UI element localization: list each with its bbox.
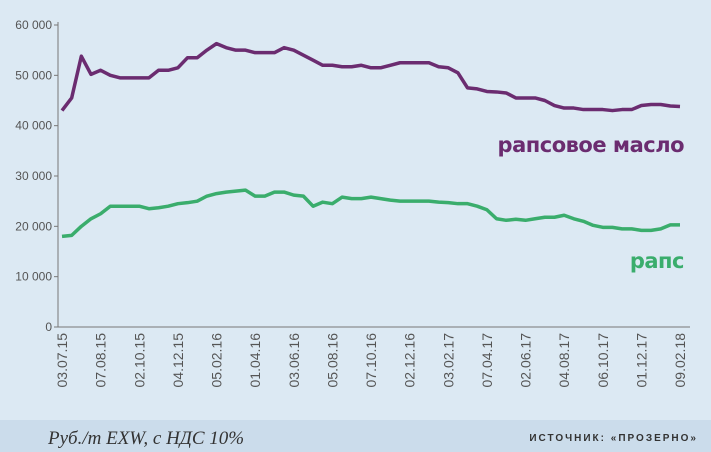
x-tick-label: 01.12.17 — [633, 333, 649, 388]
x-tick-label: 02.10.15 — [131, 333, 147, 388]
x-tick-label: 07.10.16 — [363, 333, 379, 388]
unit-note: Руб./т EXW, с НДС 10% — [47, 428, 244, 449]
x-tick-label: 01.04.16 — [247, 333, 263, 388]
series-line — [60, 41, 681, 113]
x-tick-label: 03.06.16 — [286, 333, 302, 388]
y-tick-label: 0 — [45, 320, 52, 334]
x-tick-label: 07.04.17 — [479, 333, 495, 388]
y-tick-label: 40 000 — [15, 119, 52, 133]
x-tick-label: 04.12.15 — [170, 333, 186, 388]
x-tick-label: 03.02.17 — [440, 333, 456, 388]
y-tick-label: 60 000 — [15, 18, 52, 32]
x-tick-label: 05.08.16 — [324, 333, 340, 388]
x-tick-label: 06.10.17 — [595, 333, 611, 388]
x-tick-label: 04.08.17 — [556, 333, 572, 388]
y-tick-label: 50 000 — [15, 68, 52, 82]
x-tick-label: 03.07.15 — [54, 333, 70, 388]
y-tick-label: 20 000 — [15, 219, 52, 233]
footer-band — [0, 420, 711, 452]
y-tick-label: 10 000 — [15, 270, 52, 284]
x-tick-label: 02.06.17 — [518, 333, 534, 388]
series-label: рапс — [630, 249, 684, 273]
series-label: рапсовое масло — [498, 133, 685, 157]
x-tick-label: 05.02.16 — [209, 333, 225, 388]
x-tick-label: 09.02.18 — [672, 333, 688, 388]
x-tick-label: 02.12.16 — [402, 333, 418, 388]
x-tick-label: 07.08.15 — [93, 333, 109, 388]
series-line — [61, 188, 680, 239]
source: ИСТОЧНИК: «ПРОЗЕРНО» — [529, 433, 698, 444]
y-tick-label: 30 000 — [15, 169, 52, 183]
